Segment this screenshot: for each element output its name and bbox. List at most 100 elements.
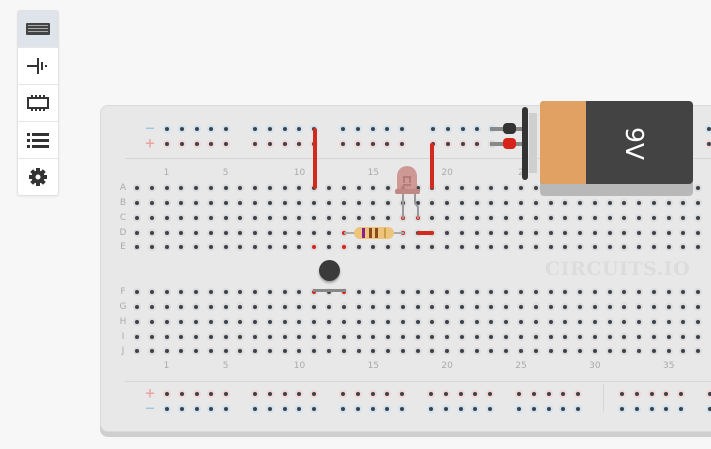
breadboard-hole[interactable] [666,305,671,309]
breadboard-hole[interactable] [164,245,169,249]
rail-hole-minus[interactable] [561,407,566,411]
breadboard-hole[interactable] [135,335,139,339]
breadboard-hole[interactable] [415,305,420,309]
rail-hole-minus[interactable] [341,127,345,131]
rail-hole-plus[interactable] [634,392,639,396]
breadboard-hole[interactable] [563,335,568,339]
rail-hole-plus[interactable] [370,392,375,396]
breadboard-hole[interactable] [371,335,376,339]
breadboard-hole[interactable] [548,245,553,249]
breadboard-hole[interactable] [253,349,258,353]
rail-hole-plus[interactable] [209,392,214,396]
breadboard-hole[interactable] [282,305,287,309]
breadboard-hole[interactable] [297,186,302,190]
breadboard-hole[interactable] [489,335,494,339]
breadboard-hole[interactable] [651,216,656,220]
breadboard-hole[interactable] [519,186,524,190]
rail-hole-minus[interactable] [634,407,639,411]
breadboard-hole[interactable] [149,290,154,294]
breadboard-hole[interactable] [666,216,671,220]
rail-hole-minus[interactable] [194,127,199,131]
breadboard-hole[interactable] [267,201,272,205]
breadboard-hole[interactable] [415,290,420,294]
breadboard-hole[interactable] [459,320,464,324]
breadboard-hole[interactable] [386,216,391,220]
breadboard-hole[interactable] [194,349,199,353]
rail-hole-plus[interactable] [297,142,302,146]
breadboard-hole[interactable] [430,216,435,220]
breadboard-hole[interactable] [267,305,272,309]
rail-hole-minus[interactable] [708,407,711,411]
breadboard-hole[interactable] [253,216,258,220]
breadboard-hole[interactable] [504,320,509,324]
breadboard-hole[interactable] [297,349,302,353]
breadboard-hole[interactable] [666,335,671,339]
power-button[interactable] [18,48,58,85]
breadboard-hole[interactable] [238,201,243,205]
breadboard-hole[interactable] [637,349,642,353]
breadboard-hole[interactable] [327,216,331,220]
breadboard-hole[interactable] [253,186,258,190]
breadboard-hole[interactable] [533,305,538,309]
breadboard-hole[interactable] [208,335,213,339]
rail-hole-minus[interactable] [531,407,536,411]
breadboard-hole[interactable] [149,320,154,324]
breadboard-hole[interactable] [341,231,346,235]
breadboard-hole[interactable] [607,335,612,339]
breadboard-button[interactable] [18,11,58,48]
rail-hole-plus[interactable] [429,392,433,396]
breadboard-hole[interactable] [607,349,612,353]
breadboard-hole[interactable] [696,335,701,339]
breadboard-hole[interactable] [622,305,627,309]
breadboard-hole[interactable] [548,305,553,309]
breadboard-hole[interactable] [533,231,538,235]
breadboard-hole[interactable] [415,320,420,324]
breadboard-hole[interactable] [179,186,184,190]
rail-hole-plus[interactable] [443,392,448,396]
breadboard-hole[interactable] [164,349,169,353]
jumper-wire-short[interactable] [417,231,434,235]
breadboard-hole[interactable] [548,201,553,205]
breadboard-hole[interactable] [400,335,405,339]
breadboard-hole[interactable] [474,305,479,309]
rail-hole-minus[interactable] [282,127,287,131]
breadboard-hole[interactable] [592,305,597,309]
rail-hole-plus[interactable] [165,392,169,396]
rail-hole-plus[interactable] [224,392,229,396]
breadboard-hole[interactable] [267,349,272,353]
breadboard-hole[interactable] [666,320,671,324]
rail-hole-plus[interactable] [179,142,184,146]
breadboard-hole[interactable] [282,231,287,235]
breadboard-hole[interactable] [312,349,317,353]
rail-hole-minus[interactable] [282,407,287,411]
breadboard-hole[interactable] [474,349,479,353]
breadboard-hole[interactable] [430,245,435,249]
breadboard-hole[interactable] [194,320,199,324]
rail-hole-plus[interactable] [370,142,375,146]
breadboard-hole[interactable] [282,186,287,190]
breadboard-hole[interactable] [164,201,169,205]
breadboard-hole[interactable] [223,349,228,353]
breadboard-hole[interactable] [179,245,184,249]
breadboard-hole[interactable] [696,305,701,309]
rail-hole-minus[interactable] [473,407,478,411]
breadboard-hole[interactable] [238,290,243,294]
battery-clip-positive[interactable] [503,138,516,149]
breadboard-hole[interactable] [445,349,450,353]
breadboard-hole[interactable] [533,349,538,353]
breadboard-hole[interactable] [253,290,258,294]
breadboard-hole[interactable] [696,216,701,220]
breadboard-hole[interactable] [223,231,228,235]
breadboard-hole[interactable] [459,231,464,235]
breadboard-hole[interactable] [681,245,686,249]
rail-hole-plus[interactable] [475,142,480,146]
breadboard-hole[interactable] [651,231,656,235]
breadboard-hole[interactable] [622,320,627,324]
breadboard-hole[interactable] [312,201,317,205]
breadboard-hole[interactable] [519,320,524,324]
rail-hole-plus[interactable] [267,392,272,396]
rail-hole-plus[interactable] [282,142,287,146]
breadboard-hole[interactable] [327,305,331,309]
rail-hole-plus[interactable] [664,392,669,396]
breadboard-hole[interactable] [563,201,568,205]
